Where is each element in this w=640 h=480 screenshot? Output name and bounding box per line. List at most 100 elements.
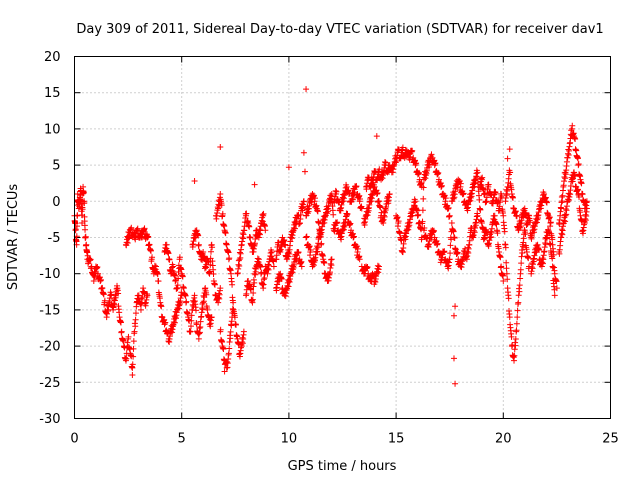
data-point bbox=[583, 198, 590, 205]
data-point bbox=[522, 231, 529, 238]
data-point bbox=[503, 186, 510, 193]
data-series bbox=[71, 86, 590, 387]
data-point bbox=[446, 212, 453, 219]
data-point bbox=[435, 176, 442, 183]
data-point bbox=[199, 301, 206, 308]
data-point bbox=[395, 218, 402, 225]
data-point bbox=[448, 220, 455, 227]
data-point bbox=[230, 306, 237, 313]
data-point bbox=[196, 329, 203, 336]
data-point bbox=[200, 292, 207, 299]
data-point bbox=[285, 164, 292, 171]
data-point bbox=[513, 320, 520, 327]
data-point bbox=[303, 86, 310, 93]
data-point bbox=[415, 211, 422, 218]
data-point bbox=[132, 310, 139, 317]
data-point bbox=[314, 208, 321, 215]
data-point bbox=[347, 220, 354, 227]
data-point bbox=[472, 225, 479, 232]
data-point bbox=[551, 270, 558, 277]
data-point bbox=[513, 213, 520, 220]
data-point bbox=[348, 227, 355, 234]
data-point bbox=[154, 271, 161, 278]
data-point bbox=[420, 184, 427, 191]
data-point bbox=[298, 263, 305, 270]
data-point bbox=[394, 214, 401, 221]
data-point bbox=[265, 261, 272, 268]
data-point bbox=[111, 296, 118, 303]
data-point bbox=[525, 255, 532, 262]
data-point bbox=[536, 247, 543, 254]
data-point bbox=[246, 223, 253, 230]
data-point bbox=[129, 372, 136, 379]
data-point bbox=[343, 183, 350, 190]
data-point bbox=[519, 250, 526, 257]
x-tick-label: 15 bbox=[388, 432, 405, 447]
data-point bbox=[549, 255, 556, 262]
data-point bbox=[225, 249, 232, 256]
data-point bbox=[504, 155, 511, 162]
data-point bbox=[569, 122, 576, 129]
data-point bbox=[165, 250, 172, 257]
data-point bbox=[158, 303, 165, 310]
data-point bbox=[503, 259, 510, 266]
data-point bbox=[354, 245, 361, 252]
data-point bbox=[117, 319, 124, 326]
data-point bbox=[197, 323, 204, 330]
data-point bbox=[134, 225, 141, 232]
data-point bbox=[546, 214, 553, 221]
y-tick-label: 10 bbox=[44, 122, 61, 137]
data-point bbox=[565, 190, 572, 197]
data-point bbox=[270, 263, 277, 270]
data-point bbox=[549, 236, 556, 243]
data-point bbox=[418, 226, 425, 233]
data-point bbox=[261, 275, 268, 282]
data-point bbox=[491, 212, 498, 219]
data-point bbox=[239, 334, 246, 341]
data-point bbox=[474, 212, 481, 219]
data-point bbox=[543, 199, 550, 206]
data-point bbox=[562, 218, 569, 225]
data-point bbox=[124, 240, 131, 247]
data-point bbox=[551, 292, 558, 299]
data-point bbox=[285, 283, 292, 290]
y-tick-label: -10 bbox=[39, 267, 60, 282]
data-point bbox=[152, 263, 159, 270]
data-point bbox=[80, 189, 87, 196]
data-point bbox=[135, 292, 142, 299]
data-point bbox=[558, 226, 565, 233]
data-point bbox=[546, 230, 553, 237]
data-point bbox=[219, 210, 226, 217]
data-point bbox=[478, 175, 485, 182]
data-point bbox=[476, 196, 483, 203]
data-point bbox=[503, 270, 510, 277]
data-point bbox=[551, 286, 558, 293]
data-point bbox=[226, 345, 233, 352]
data-point bbox=[526, 263, 533, 270]
data-point bbox=[328, 262, 335, 269]
data-point bbox=[260, 210, 267, 217]
data-point bbox=[84, 252, 91, 259]
data-point bbox=[217, 326, 224, 333]
data-point bbox=[129, 361, 136, 368]
data-point bbox=[492, 189, 499, 196]
data-point bbox=[456, 177, 463, 184]
data-point bbox=[217, 144, 224, 150]
data-point bbox=[434, 240, 441, 247]
data-point bbox=[505, 295, 512, 302]
data-point bbox=[504, 276, 511, 283]
data-point bbox=[507, 169, 514, 176]
y-tick-label: 0 bbox=[52, 195, 60, 210]
data-point bbox=[409, 147, 416, 154]
data-point bbox=[180, 285, 187, 292]
data-point bbox=[176, 254, 183, 261]
data-point bbox=[196, 330, 203, 337]
data-point bbox=[493, 221, 500, 228]
data-point bbox=[501, 228, 508, 235]
data-point bbox=[517, 266, 524, 273]
data-point bbox=[303, 233, 310, 240]
data-point bbox=[100, 291, 107, 298]
data-point bbox=[310, 192, 317, 199]
data-point bbox=[132, 323, 139, 330]
data-point bbox=[500, 212, 507, 219]
